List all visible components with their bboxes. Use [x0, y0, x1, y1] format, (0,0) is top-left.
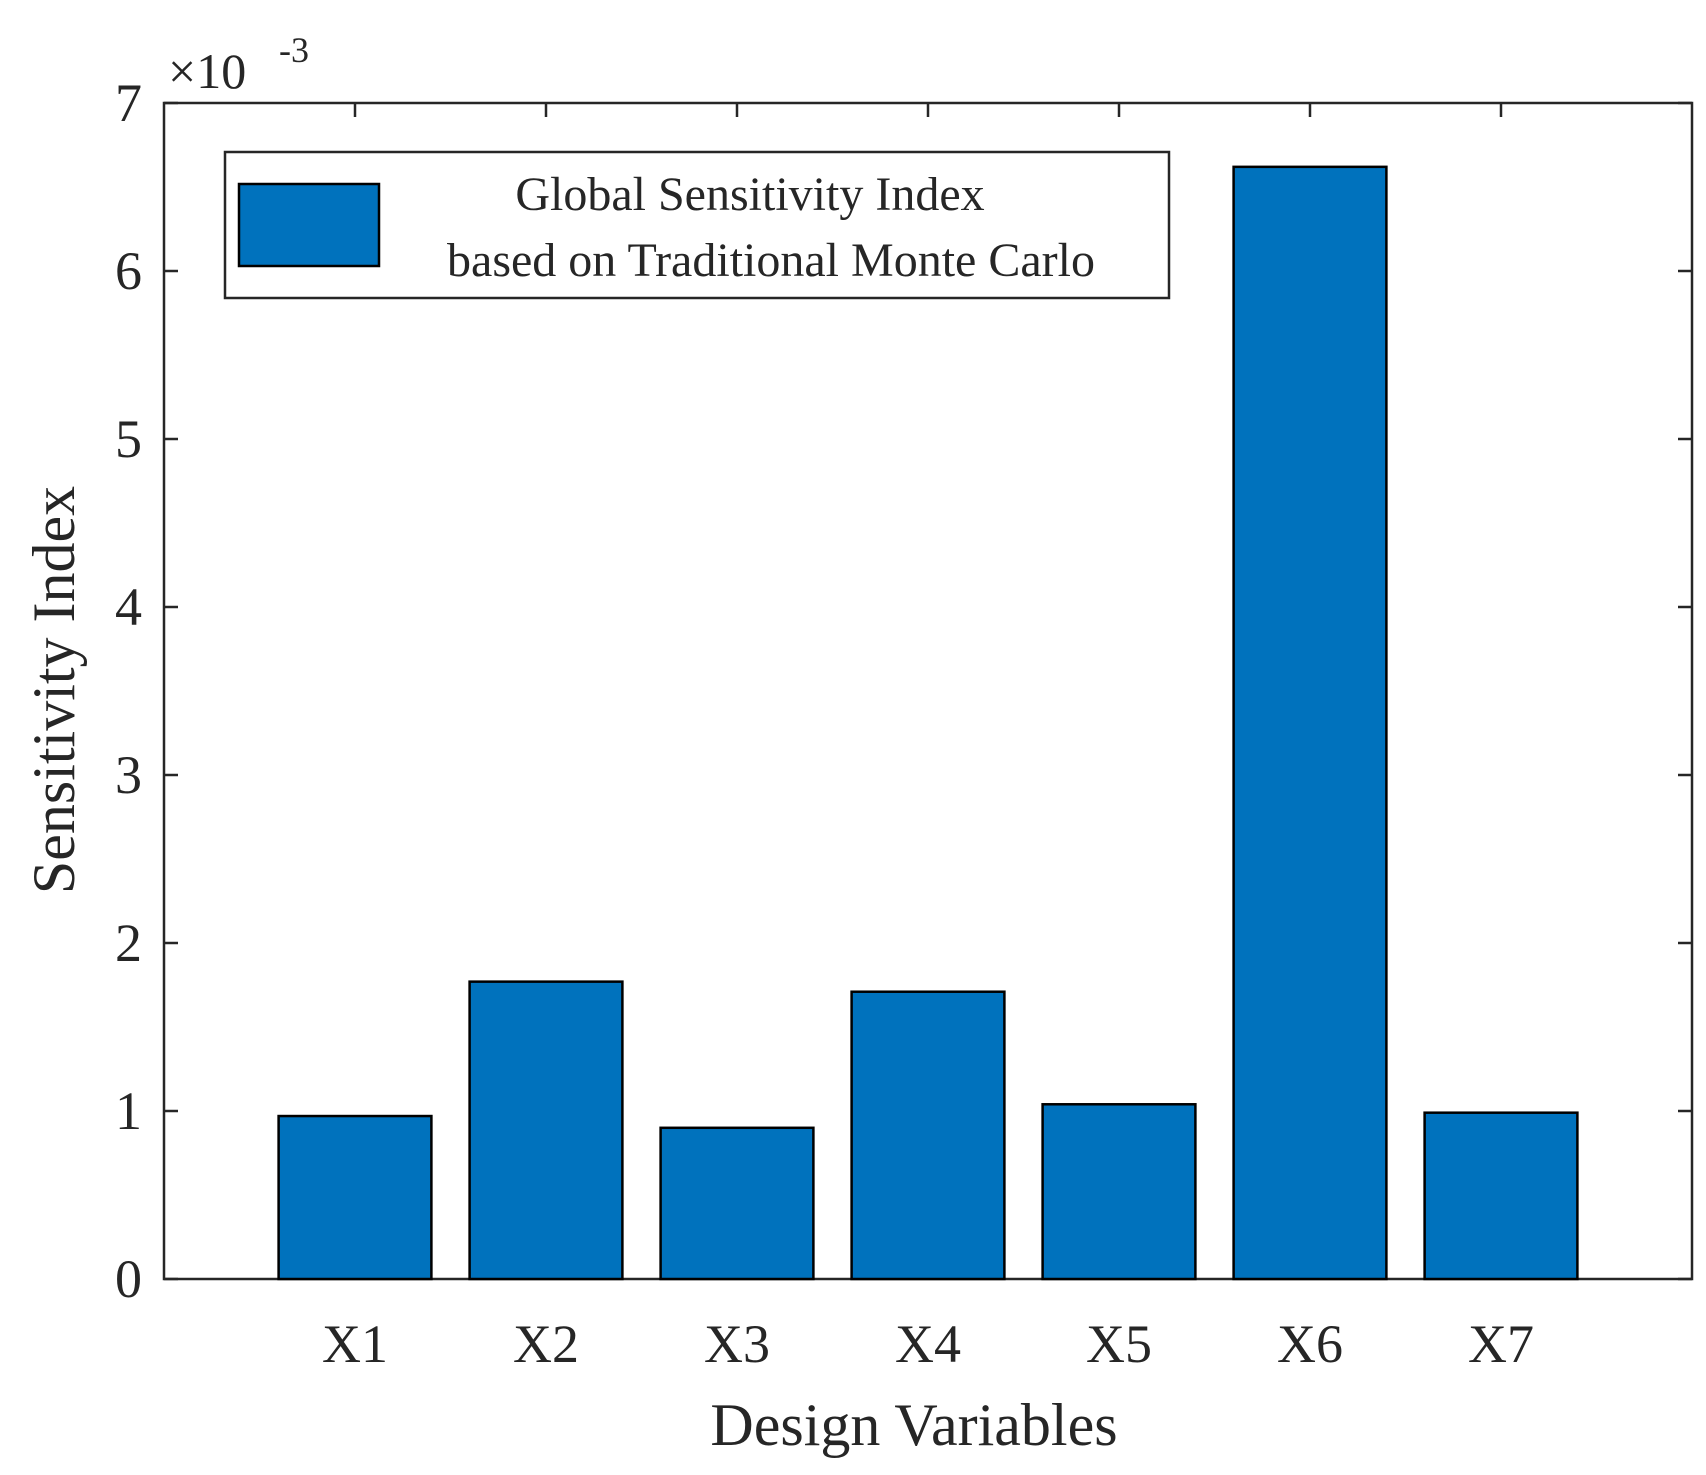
x-axis-label: Design Variables — [710, 1392, 1117, 1458]
y-exponent-power: -3 — [279, 30, 309, 70]
bar-series — [277, 165, 1579, 1281]
x-tick-label: X7 — [1468, 1314, 1534, 1374]
bar-x4 — [850, 990, 1006, 1281]
y-tick-label: 6 — [115, 241, 142, 301]
x-tick-label: X5 — [1086, 1314, 1152, 1374]
x-tick-labels: X1 X2 X3 X4 X5 X6 X7 — [322, 1314, 1534, 1374]
y-tick-label: 3 — [115, 745, 142, 805]
y-tick-label: 0 — [115, 1249, 142, 1309]
y-tick-label: 7 — [115, 73, 142, 133]
y-tick-label: 4 — [115, 577, 142, 637]
legend-label-line1: Global Sensitivity Index — [515, 168, 984, 221]
bar-x2 — [468, 980, 624, 1281]
bar-x5 — [1041, 1103, 1197, 1281]
y-tick-label: 5 — [115, 409, 142, 469]
bar-x7 — [1423, 1111, 1579, 1281]
bar-x1 — [277, 1114, 433, 1281]
bar-x3 — [659, 1126, 815, 1281]
x-tick-label: X2 — [513, 1314, 579, 1374]
legend: Global Sensitivity Index based on Tradit… — [223, 150, 1171, 300]
y-tick-label: 1 — [115, 1081, 142, 1141]
y-tick-label: 2 — [115, 913, 142, 973]
x-tick-label: X6 — [1277, 1314, 1343, 1374]
y-tick-labels: 0 1 2 3 4 5 6 7 — [115, 73, 142, 1309]
legend-box — [223, 150, 1171, 300]
x-tick-label: X1 — [322, 1314, 388, 1374]
x-tick-label: X3 — [704, 1314, 770, 1374]
y-axis-label: Sensitivity Index — [21, 486, 87, 894]
bar-x6 — [1232, 165, 1388, 1281]
x-tick-label: X4 — [895, 1314, 961, 1374]
legend-swatch — [237, 182, 381, 268]
legend-label-line2: based on Traditional Monte Carlo — [447, 234, 1095, 287]
y-exponent-base: ×10 — [168, 43, 246, 99]
